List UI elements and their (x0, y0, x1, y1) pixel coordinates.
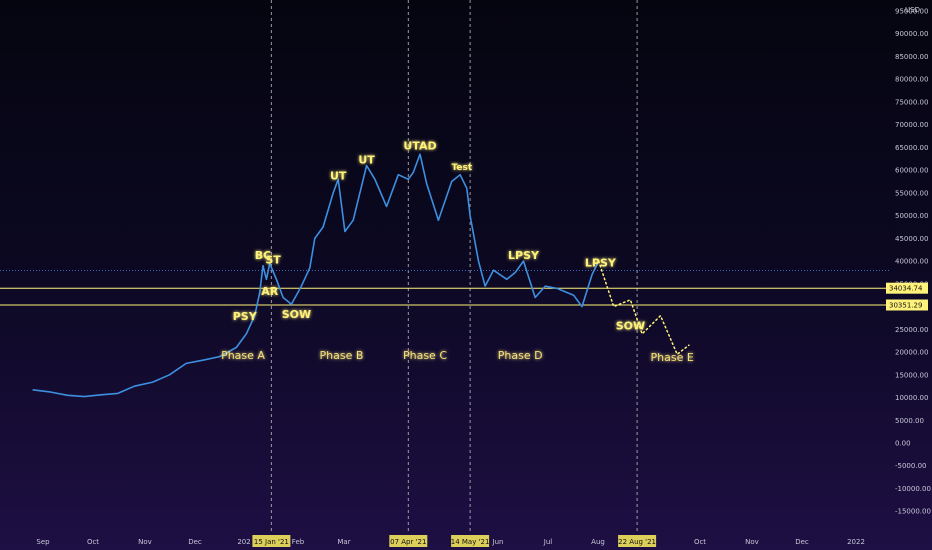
y-tick-label: 75000.00 (895, 98, 928, 106)
x-tick-label: Mar (337, 538, 350, 546)
y-tick-label: 0.00 (895, 440, 911, 448)
y-tick-label: -5000.00 (895, 462, 926, 470)
x-tick-label: Jun (492, 538, 504, 546)
y-tick-label: 10000.00 (895, 394, 928, 402)
phase-label: Phase B (320, 349, 364, 362)
phase-annotations: Phase A Phase B Phase C Phase D Phase E (221, 349, 694, 364)
date-marker-label: 14 May '21 (451, 538, 490, 546)
x-tick-label: 202 (237, 538, 250, 546)
y-tick-label: 50000.00 (895, 212, 928, 220)
date-marker-box (618, 535, 657, 547)
wyckoff-label: LPSY (508, 249, 540, 262)
date-marker-box (252, 535, 291, 547)
x-tick-label: Dec (795, 538, 809, 546)
x-tick-label: Nov (138, 538, 152, 546)
wyckoff-label: ST (265, 253, 281, 266)
date-marker-label: 15 Jan '21 (254, 538, 289, 546)
price-line (32, 153, 600, 398)
y-tick-label: 20000.00 (895, 349, 928, 357)
x-axis: Sep Oct Nov Dec 202 Feb Mar Jun Jul Aug Oct Nov Dec 2… (36, 538, 865, 546)
x-tick-label: Dec (188, 538, 202, 546)
wyckoff-label: UT (358, 153, 375, 166)
wyckoff-label: LPSY (585, 257, 617, 270)
x-tick-label: 2022 (847, 538, 865, 546)
y-tick-label: 70000.00 (895, 121, 928, 129)
wyckoff-label: Test (451, 163, 472, 173)
price-level-box (886, 299, 928, 311)
x-tick-label: Oct (694, 538, 706, 546)
phase-label: Phase D (498, 349, 543, 362)
wyckoff-label: SOW (282, 308, 311, 321)
x-tick-label: Feb (292, 538, 305, 546)
x-tick-label: Nov (745, 538, 759, 546)
date-marker-label: 07 Apr '21 (390, 538, 426, 546)
y-tick-label: 80000.00 (895, 76, 928, 84)
y-tick-label: -10000.00 (895, 485, 931, 493)
phase-label: Phase E (651, 351, 694, 364)
y-tick-label: 65000.00 (895, 144, 928, 152)
x-tick-label: Oct (87, 538, 99, 546)
x-tick-label: Sep (36, 538, 50, 546)
price-level-label: 30351.29 (889, 302, 922, 310)
price-level-label: 34034.74 (889, 285, 923, 293)
wyckoff-label: PSY (233, 310, 258, 323)
price-series (32, 153, 600, 398)
wyckoff-label: UTAD (403, 140, 436, 153)
projection-series (597, 260, 690, 356)
y-tick-label: 15000.00 (895, 371, 928, 379)
y-tick-label: 55000.00 (895, 189, 928, 197)
y-tick-label: 85000.00 (895, 53, 928, 61)
wyckoff-label: AR (261, 285, 279, 298)
y-axis: 95000.00 90000.00 85000.00 80000.00 75000.00… (886, 6, 931, 516)
currency-label: USD (905, 6, 920, 14)
y-tick-label: 5000.00 (895, 417, 924, 425)
phase-label: Phase A (221, 349, 265, 362)
y-tick-label: 25000.00 (895, 326, 928, 334)
date-marker-lines (270, 0, 638, 532)
phase-label: Phase C (403, 349, 447, 362)
projection-line (597, 260, 690, 356)
date-marker-box (451, 535, 490, 547)
wyckoff-label: BC (255, 249, 271, 262)
date-marker-labels: 15 Jan '21 07 Apr '21 14 May '21 22 Aug '21 (252, 535, 657, 547)
x-tick-label: Aug (591, 538, 605, 546)
y-tick-label: 95000.00 (895, 8, 928, 16)
y-tick-label: 45000.00 (895, 235, 928, 243)
price-level-box (886, 282, 928, 294)
y-tick-label: 40000.00 (895, 258, 928, 266)
date-marker-label: 22 Aug '21 (618, 538, 656, 546)
x-tick-label: Jul (543, 538, 553, 546)
wyckoff-label: UT (330, 169, 347, 182)
y-tick-label: 60000.00 (895, 167, 928, 175)
y-tick-label: -15000.00 (895, 508, 931, 516)
wyckoff-label: SOW (616, 319, 645, 332)
y-tick-label: 90000.00 (895, 30, 928, 38)
price-level-lines (0, 287, 890, 306)
date-marker-box (389, 535, 428, 547)
